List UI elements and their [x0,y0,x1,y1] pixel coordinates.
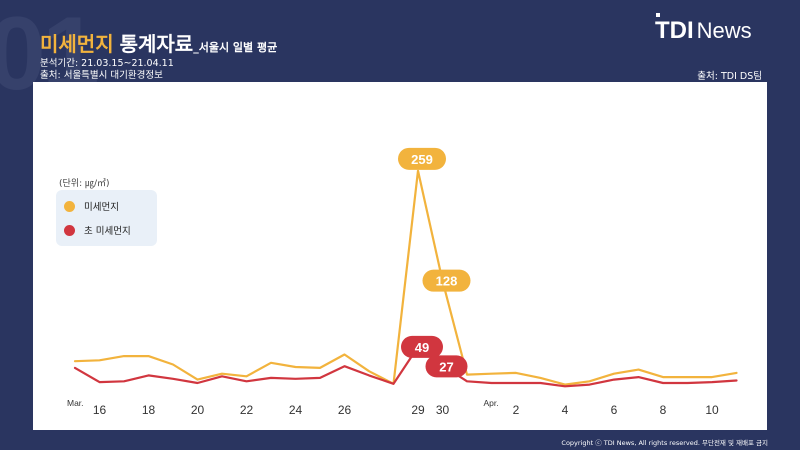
x-tick-label: 10 [705,403,719,417]
data-label: 27 [439,359,453,374]
logo-dot-icon [656,13,660,17]
x-tick-label: 4 [562,403,569,417]
data-label: 128 [436,274,458,289]
data-label-bubble [401,335,443,358]
page-title: 미세먼지 통계자료_서울시 일별 평균 [40,28,277,57]
data-source: 출처: 서울특별시 대기환경정보 [40,70,163,81]
title-subtitle: _서울시 일별 평균 [193,41,278,54]
title-highlight: 미세먼지 [40,32,114,56]
legend-item-pm10: 미세먼지 [64,199,119,213]
data-label-bubble [422,269,471,292]
x-tick-label: 29 [411,403,425,417]
analysis-period: 분석기간: 21.03.15~21.04.11 [40,58,174,69]
data-label-bubble [425,355,468,378]
x-tick-label: 6 [611,403,618,417]
x-tick-label: 16 [93,403,107,417]
x-month-label: Apr. [484,398,499,408]
x-tick-label: 2 [513,403,520,417]
legend-swatch-pm10 [64,200,75,212]
x-tick-label: 20 [191,403,205,417]
copyright-notice: Copyright ⓒ TDI News, All rights reserve… [561,439,768,447]
x-tick-label: 8 [660,403,667,417]
x-tick-label: 22 [240,403,254,417]
legend-swatch-pm25 [64,224,75,236]
legend-label-pm10: 미세먼지 [84,202,119,213]
x-tick-label: 30 [436,403,450,417]
x-tick-label: 24 [289,403,303,417]
source-credit: 출처: TDI DS팀 [697,71,762,82]
logo-news-text: News [696,18,752,43]
unit-label: (단위: ㎍/㎥) [59,179,110,189]
meta-info: 분석기간: 21.03.15~21.04.11 출처: 서울특별시 대기환경정보 [40,58,174,82]
x-tick-label: 26 [338,403,352,417]
data-label-bubble [398,147,446,170]
legend-label-pm25: 초 미세먼지 [84,226,131,237]
data-label: 259 [411,152,433,167]
x-tick-label: 18 [142,403,156,417]
series-line-0 [73,169,738,386]
data-label: 49 [415,340,429,355]
chart-legend: 미세먼지 초 미세먼지 [56,190,157,246]
x-month-label: Mar. [67,398,84,408]
tdi-news-logo: TDI News [655,13,752,45]
series-line-1 [73,345,738,388]
logo-tdi-text: TDI [655,17,694,44]
title-main: 통계자료 [119,32,194,56]
legend-item-pm25: 초 미세먼지 [64,223,131,237]
